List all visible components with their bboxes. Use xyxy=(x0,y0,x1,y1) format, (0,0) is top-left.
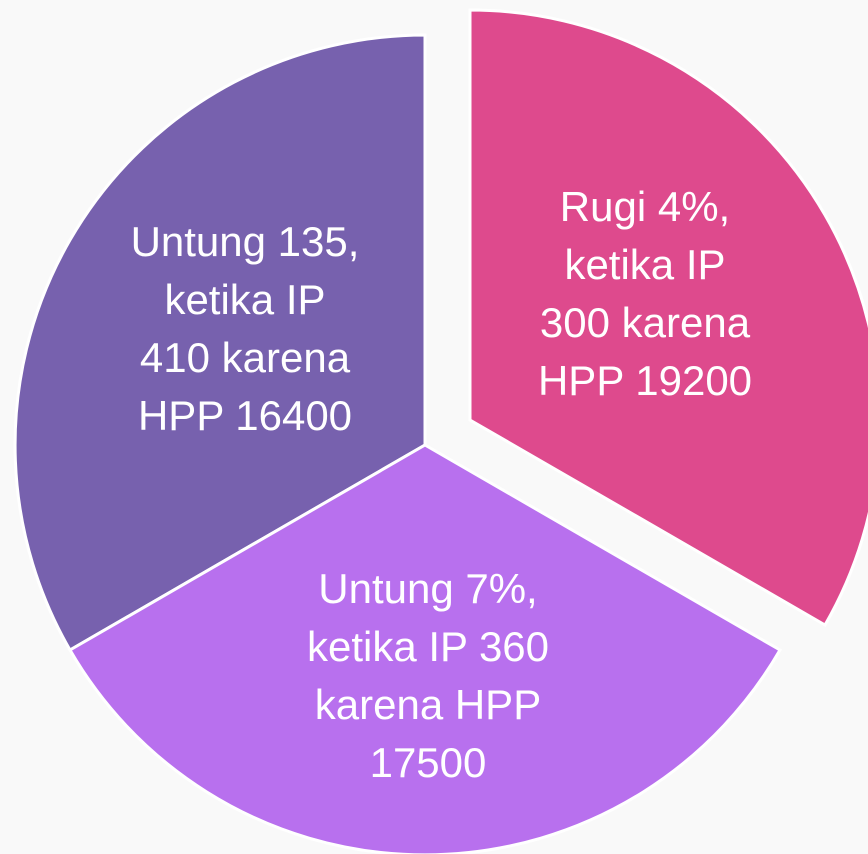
segment-label-line: Untung 135, xyxy=(131,218,360,265)
segment-pink xyxy=(468,8,868,628)
labels: Untung 135, ketika IP 410 karena HPP 16400 R… xyxy=(131,183,752,786)
segment-label-line: HPP 16400 xyxy=(138,392,352,439)
segment-lavender xyxy=(67,443,783,854)
segment-label-line: HPP 19200 xyxy=(538,357,752,404)
segment-label-line: 300 karena xyxy=(540,299,751,346)
segment-label-line: karena HPP xyxy=(315,681,541,728)
segment-label-line: ketika IP 360 xyxy=(307,623,549,670)
segment-label-line: Untung 7%, xyxy=(318,565,537,612)
segment-label-line: ketika IP xyxy=(164,276,325,323)
segment-label-line: 17500 xyxy=(370,739,487,786)
segment-purple xyxy=(13,33,427,653)
segment-label-line: 410 karena xyxy=(140,334,351,381)
segment-label-line: ketika IP xyxy=(564,241,725,288)
segment-label-line: Rugi 4%, xyxy=(560,183,730,230)
